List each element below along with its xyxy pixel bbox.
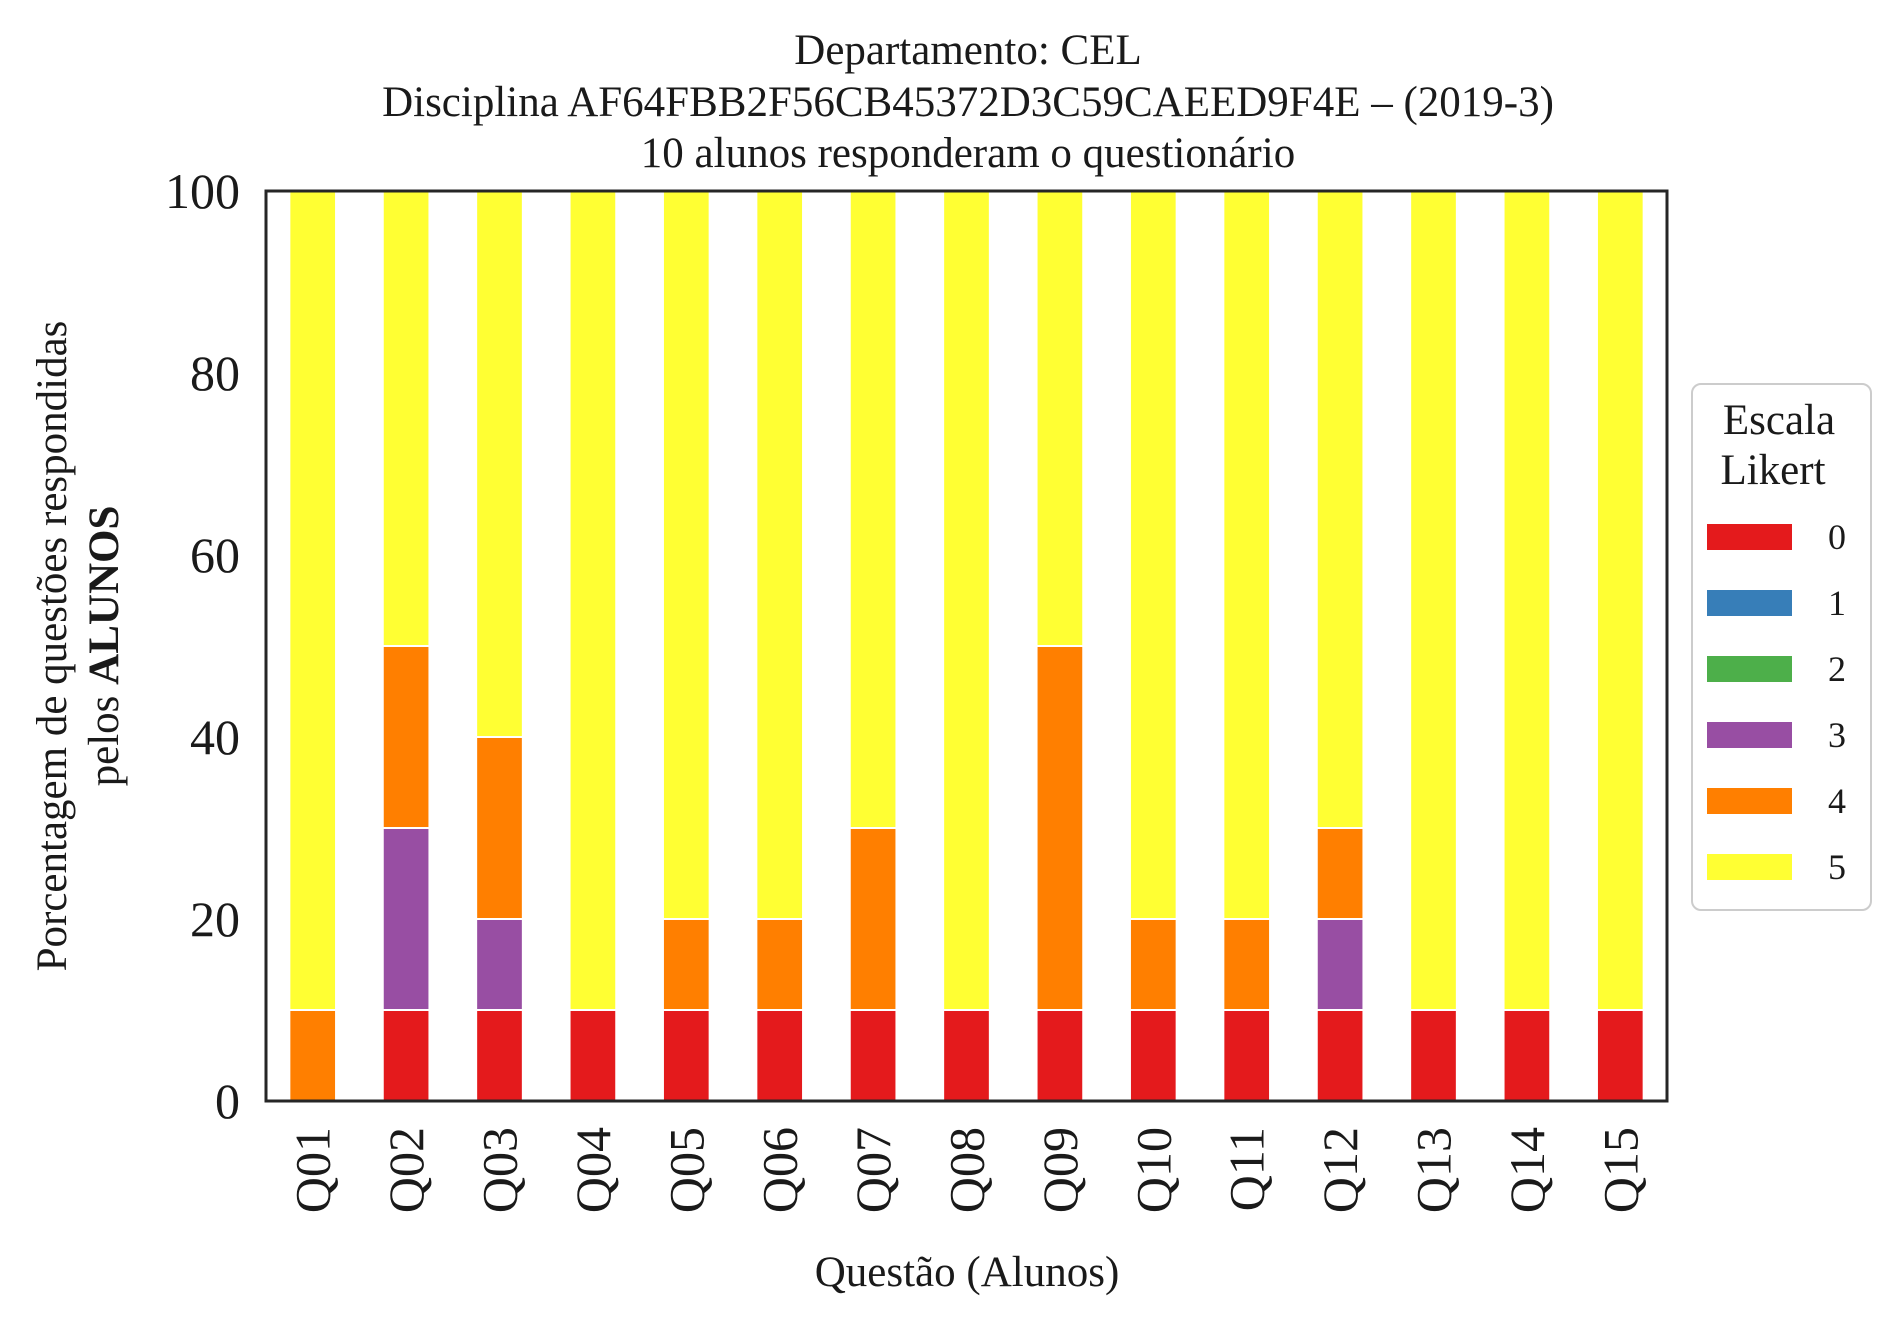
bar-q10-likert-5 — [1128, 190, 1178, 920]
bar-q05-likert-5 — [661, 190, 711, 920]
x-tick-label-q01: Q01 — [285, 1127, 341, 1213]
x-tick-label-q11: Q11 — [1219, 1127, 1275, 1211]
bar-q09-likert-5 — [1035, 190, 1085, 647]
bar-q11-likert-0 — [1222, 1009, 1272, 1102]
bar-q06-likert-4 — [755, 918, 805, 1011]
y-tick-label-100: 100 — [165, 163, 240, 219]
y-axis-ticks: 0 20 40 60 80 100 — [165, 163, 240, 1129]
bar-q11-likert-5 — [1222, 190, 1272, 920]
bar-q02-likert-3 — [381, 827, 431, 1011]
x-tick-label-q05: Q05 — [658, 1127, 714, 1213]
bar-q02-likert-5 — [381, 190, 431, 647]
x-axis-label: Questão (Alunos) — [815, 1249, 1120, 1296]
bar-q03-likert-0 — [475, 1009, 524, 1102]
legend-swatch-4 — [1707, 788, 1792, 814]
x-tick-label-q12: Q12 — [1312, 1127, 1368, 1213]
x-tick-label-q07: Q07 — [845, 1127, 901, 1213]
bar-q03-likert-3 — [475, 918, 524, 1011]
bar-q06-likert-0 — [755, 1009, 805, 1102]
y-axis-label-bold: ALUNOS — [81, 506, 128, 685]
bar-q09-likert-4 — [1035, 645, 1085, 1011]
x-tick-label-q13: Q13 — [1406, 1127, 1462, 1213]
legend-label-5: 5 — [1828, 847, 1846, 887]
bar-q09-likert-0 — [1035, 1009, 1085, 1102]
bar-q05-likert-4 — [661, 918, 711, 1011]
x-tick-label-q15: Q15 — [1592, 1127, 1648, 1213]
bar-q10-likert-4 — [1128, 918, 1178, 1011]
bar-q15-likert-0 — [1595, 1009, 1645, 1102]
bar-q12-likert-3 — [1315, 918, 1365, 1011]
bar-q04-likert-0 — [568, 1009, 618, 1102]
bar-q03-likert-4 — [475, 736, 524, 920]
x-tick-label-q10: Q10 — [1125, 1127, 1181, 1213]
bar-q02-likert-0 — [381, 1009, 431, 1102]
bar-q12-likert-5 — [1315, 190, 1365, 829]
bar-q08-likert-5 — [942, 190, 991, 1011]
legend-frame — [1691, 383, 1872, 911]
bar-q14-likert-5 — [1502, 190, 1552, 1011]
legend-title-line-2: Likert — [1720, 447, 1825, 494]
bar-q03-likert-5 — [475, 190, 524, 738]
legend-label-3: 3 — [1828, 715, 1846, 755]
legend-label-0: 0 — [1828, 517, 1846, 557]
bar-q13-likert-0 — [1409, 1009, 1458, 1102]
x-tick-label-q06: Q06 — [752, 1127, 808, 1213]
y-tick-label-40: 40 — [190, 709, 240, 765]
legend-label-4: 4 — [1828, 781, 1846, 821]
title-line-3: 10 alunos responderam o questionário — [641, 130, 1295, 177]
title-line-2: Disciplina AF64FBB2F56CB45372D3C59CAEED9… — [382, 79, 1554, 126]
y-tick-label-0: 0 — [215, 1073, 240, 1129]
legend-swatch-0 — [1707, 524, 1792, 550]
bar-q06-likert-5 — [755, 190, 805, 920]
title-line-1: Departamento: CEL — [794, 27, 1141, 74]
legend-swatch-3 — [1707, 722, 1792, 748]
y-axis-label-prefix: pelos — [81, 685, 128, 787]
x-axis-ticks: Q01 Q02 Q03 Q04 Q05 Q06 Q07 Q08 Q09 Q10 Q11 Q12 Q13 Q… — [285, 1127, 1649, 1213]
x-tick-label-q09: Q09 — [1032, 1127, 1088, 1213]
y-axis-label-line-1: Porcentagem de questões respondidas — [29, 321, 76, 972]
bar-q07-likert-4 — [848, 827, 898, 1011]
x-tick-label-q08: Q08 — [939, 1127, 995, 1213]
x-tick-label-q03: Q03 — [472, 1127, 528, 1213]
bar-q07-likert-0 — [848, 1009, 898, 1102]
bar-q02-likert-4 — [381, 645, 431, 829]
bar-q13-likert-5 — [1409, 190, 1458, 1011]
y-axis-label-line-2: pelos ALUNOS — [81, 506, 128, 787]
legend: Escala Likert 0 1 2 3 4 5 — [1691, 383, 1872, 911]
bar-q04-likert-5 — [568, 190, 618, 1011]
legend-swatch-1 — [1707, 590, 1792, 616]
bar-q07-likert-5 — [848, 190, 898, 829]
bar-q12-likert-4 — [1315, 827, 1365, 920]
legend-swatch-2 — [1707, 656, 1792, 682]
legend-title-line-1: Escala — [1723, 397, 1835, 444]
legend-swatch-5 — [1707, 854, 1792, 880]
bar-q11-likert-4 — [1222, 918, 1272, 1011]
bar-q01-likert-5 — [288, 190, 338, 1011]
legend-label-2: 2 — [1828, 649, 1846, 689]
bar-q14-likert-0 — [1502, 1009, 1552, 1102]
legend-items: 0 1 2 3 4 5 — [1707, 517, 1846, 887]
legend-label-1: 1 — [1828, 583, 1846, 623]
x-tick-label-q14: Q14 — [1499, 1127, 1555, 1213]
x-tick-label-q04: Q04 — [565, 1127, 621, 1213]
bar-q05-likert-0 — [661, 1009, 711, 1102]
bar-q08-likert-0 — [942, 1009, 991, 1102]
plot-frame — [264, 189, 1669, 1103]
bars — [288, 190, 1645, 1102]
bar-q10-likert-0 — [1128, 1009, 1178, 1102]
bar-q01-likert-4 — [288, 1009, 338, 1102]
bar-q15-likert-5 — [1595, 190, 1645, 1011]
y-tick-label-80: 80 — [190, 345, 240, 401]
y-axis-label: Porcentagem de questões respondidas pelo… — [29, 321, 128, 972]
bar-q12-likert-0 — [1315, 1009, 1365, 1102]
y-tick-label-60: 60 — [190, 527, 240, 583]
x-tick-label-q02: Q02 — [378, 1127, 434, 1213]
y-tick-label-20: 20 — [190, 891, 240, 947]
chart-title: Departamento: CEL Disciplina AF64FBB2F56… — [382, 27, 1554, 177]
